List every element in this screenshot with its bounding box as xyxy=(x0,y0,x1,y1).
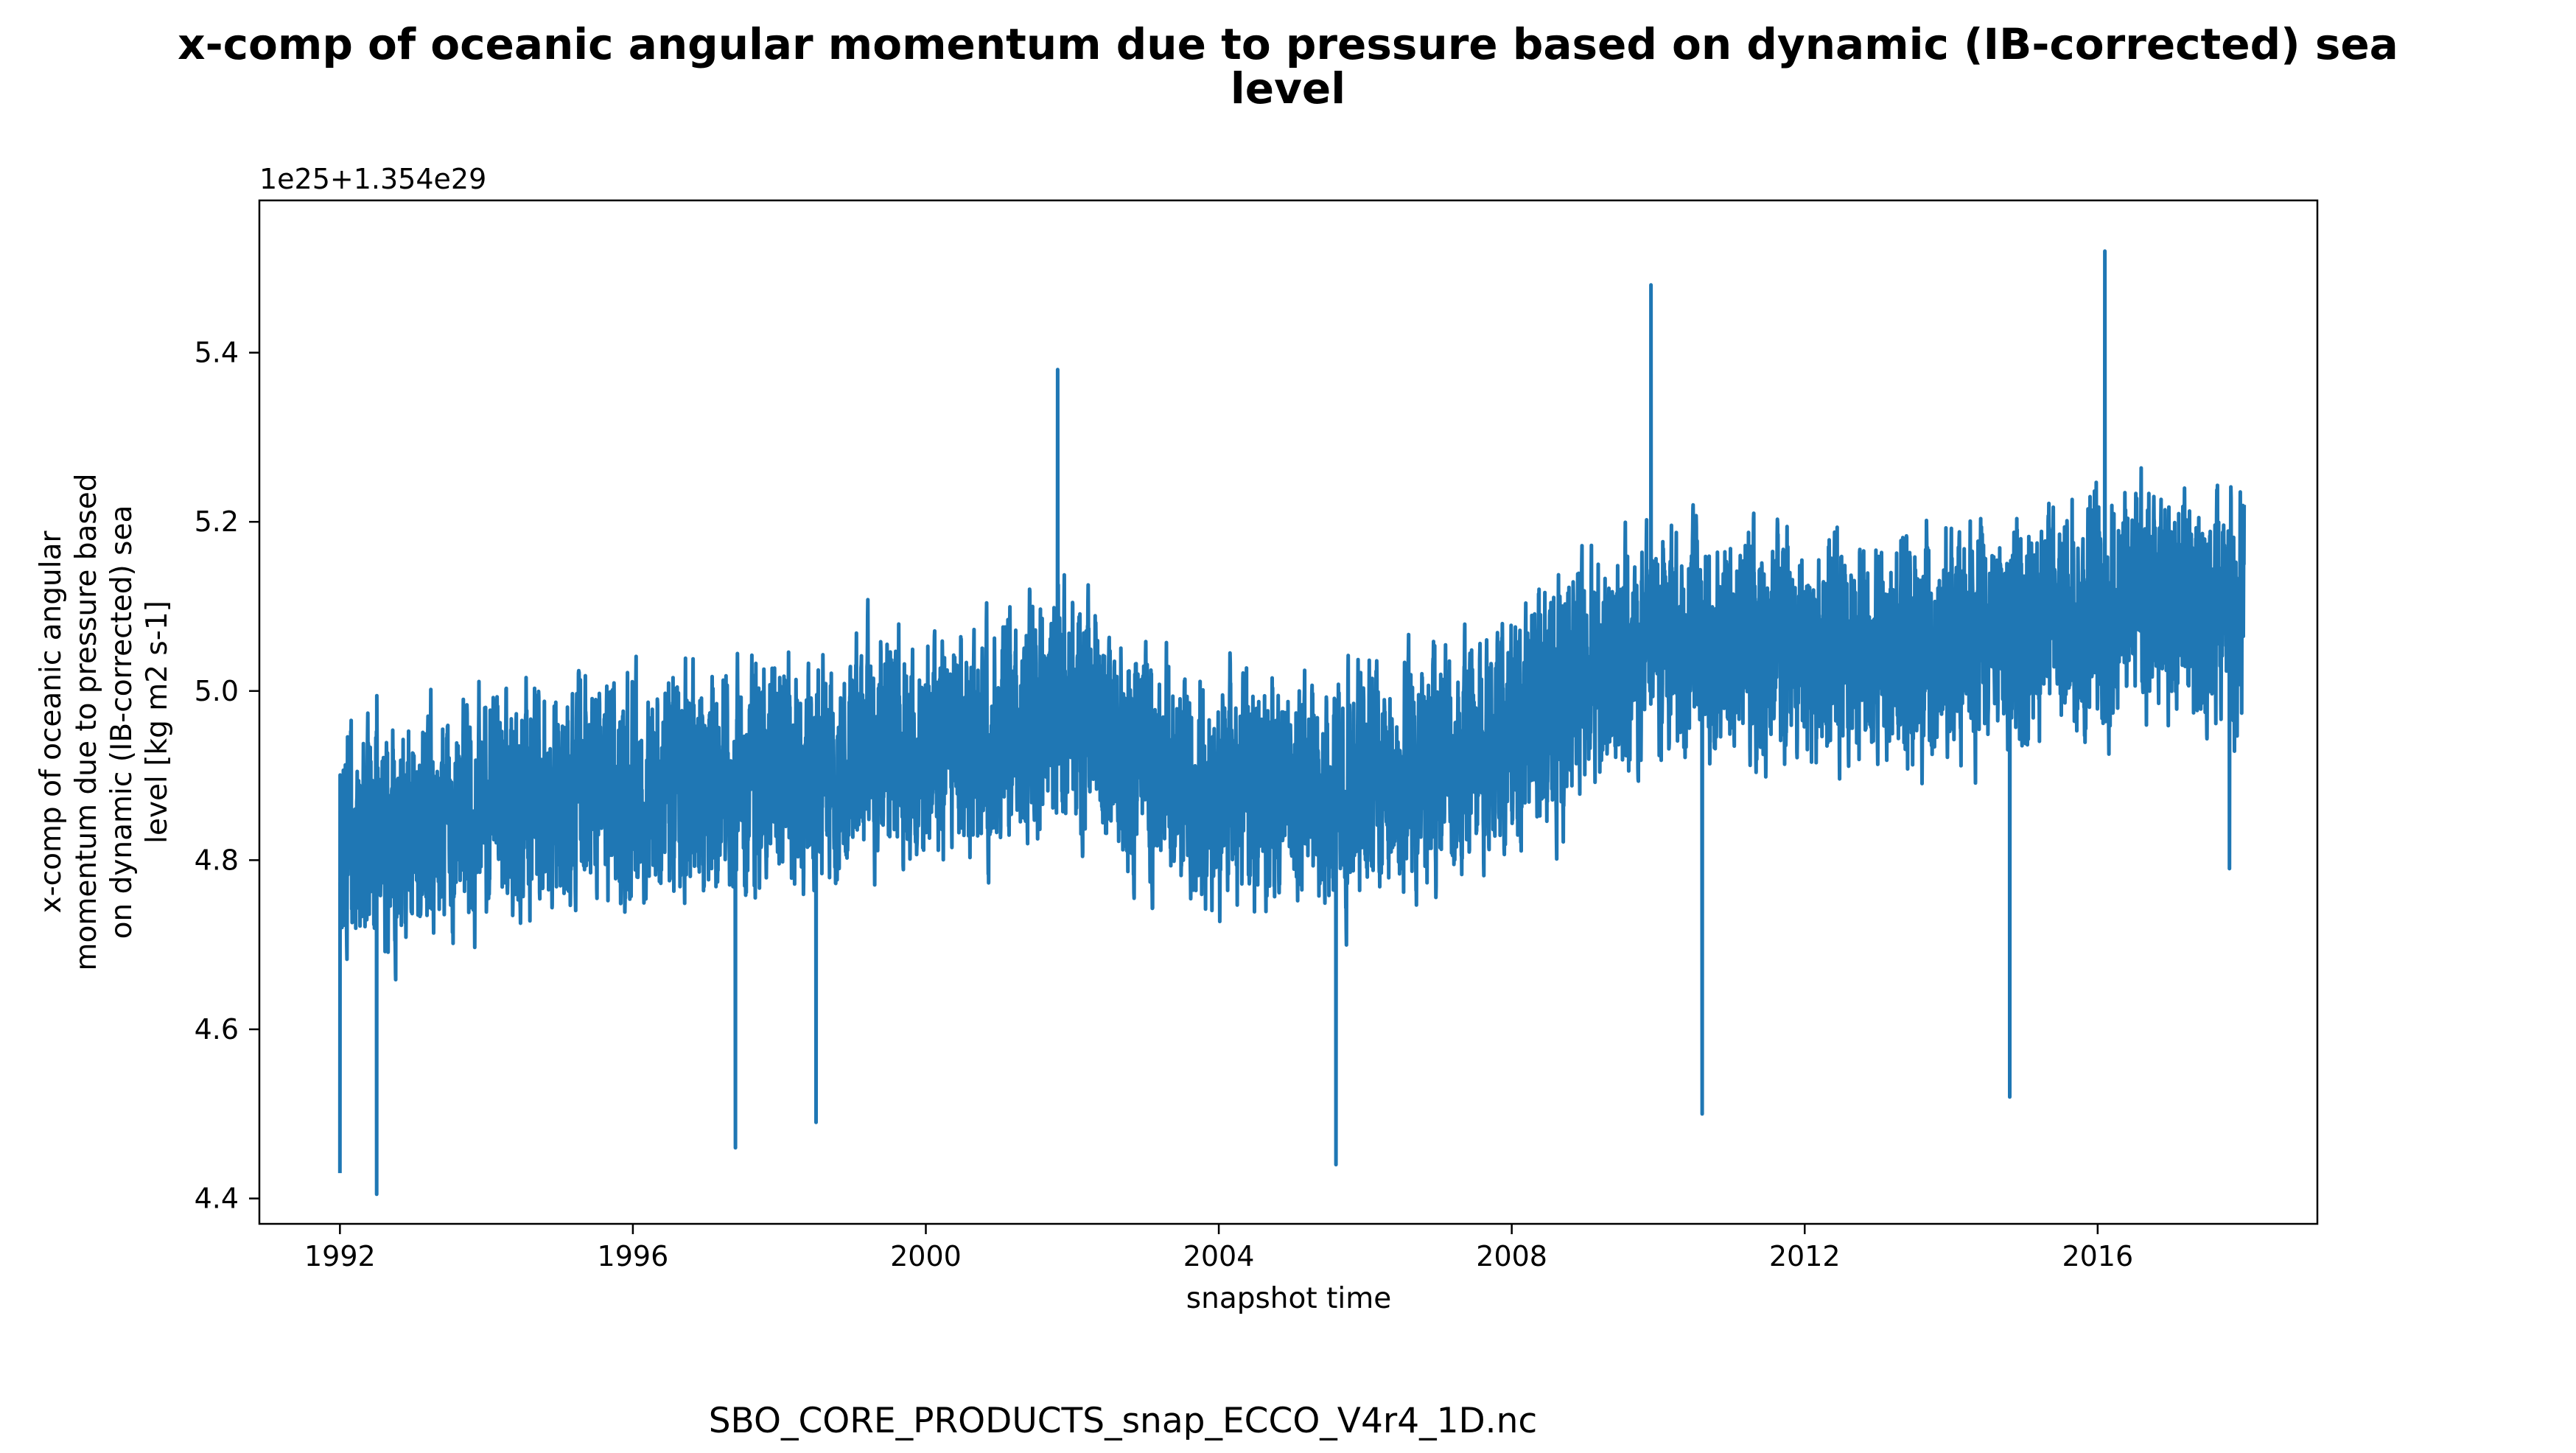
series-line xyxy=(337,249,2247,1197)
footer-filename: SBO_CORE_PRODUCTS_snap_ECCO_V4r4_1D.nc xyxy=(709,1401,1538,1441)
x-tick-label: 1996 xyxy=(598,1240,669,1272)
x-axis: 1992 1996 2000 2004 2008 2012 2016 xyxy=(304,1224,2133,1272)
chart-title-line-2: level xyxy=(1231,63,1345,113)
y-axis-label-line-1: x-comp of oceanic angular xyxy=(35,531,68,914)
y-axis: 4.4 4.6 4.8 5.0 5.2 5.4 xyxy=(195,337,259,1215)
y-tick-label: 4.6 xyxy=(195,1013,239,1046)
y-tick-label: 5.4 xyxy=(195,337,239,369)
plot-frame xyxy=(258,199,2319,1225)
x-axis-label: snapshot time xyxy=(1186,1282,1391,1315)
x-tick-label: 2012 xyxy=(1769,1240,1841,1272)
chart-title-line-1: x-comp of oceanic angular momentum due t… xyxy=(178,19,2398,69)
y-tick-label: 5.2 xyxy=(195,505,239,538)
x-tick-label: 1992 xyxy=(304,1240,376,1272)
x-tick-label: 2008 xyxy=(1476,1240,1547,1272)
x-tick-label: 2000 xyxy=(890,1240,962,1272)
x-tick-label: 2004 xyxy=(1183,1240,1255,1272)
y-offset-text: 1e25+1.354e29 xyxy=(259,163,486,195)
y-axis-label-line-3: on dynamic (IB-corrected) sea xyxy=(105,505,139,939)
y-axis-label: x-comp of oceanic angular momentum due t… xyxy=(35,474,174,971)
y-tick-label: 4.4 xyxy=(195,1183,239,1215)
x-tick-label: 2016 xyxy=(2062,1240,2133,1272)
y-tick-label: 5.0 xyxy=(195,675,239,707)
y-tick-label: 4.8 xyxy=(195,844,239,876)
y-axis-label-line-4: level [kg m2 s-1] xyxy=(141,601,174,844)
plot-area xyxy=(258,199,2319,1225)
y-axis-label-line-2: momentum due to pressure based xyxy=(70,474,103,971)
